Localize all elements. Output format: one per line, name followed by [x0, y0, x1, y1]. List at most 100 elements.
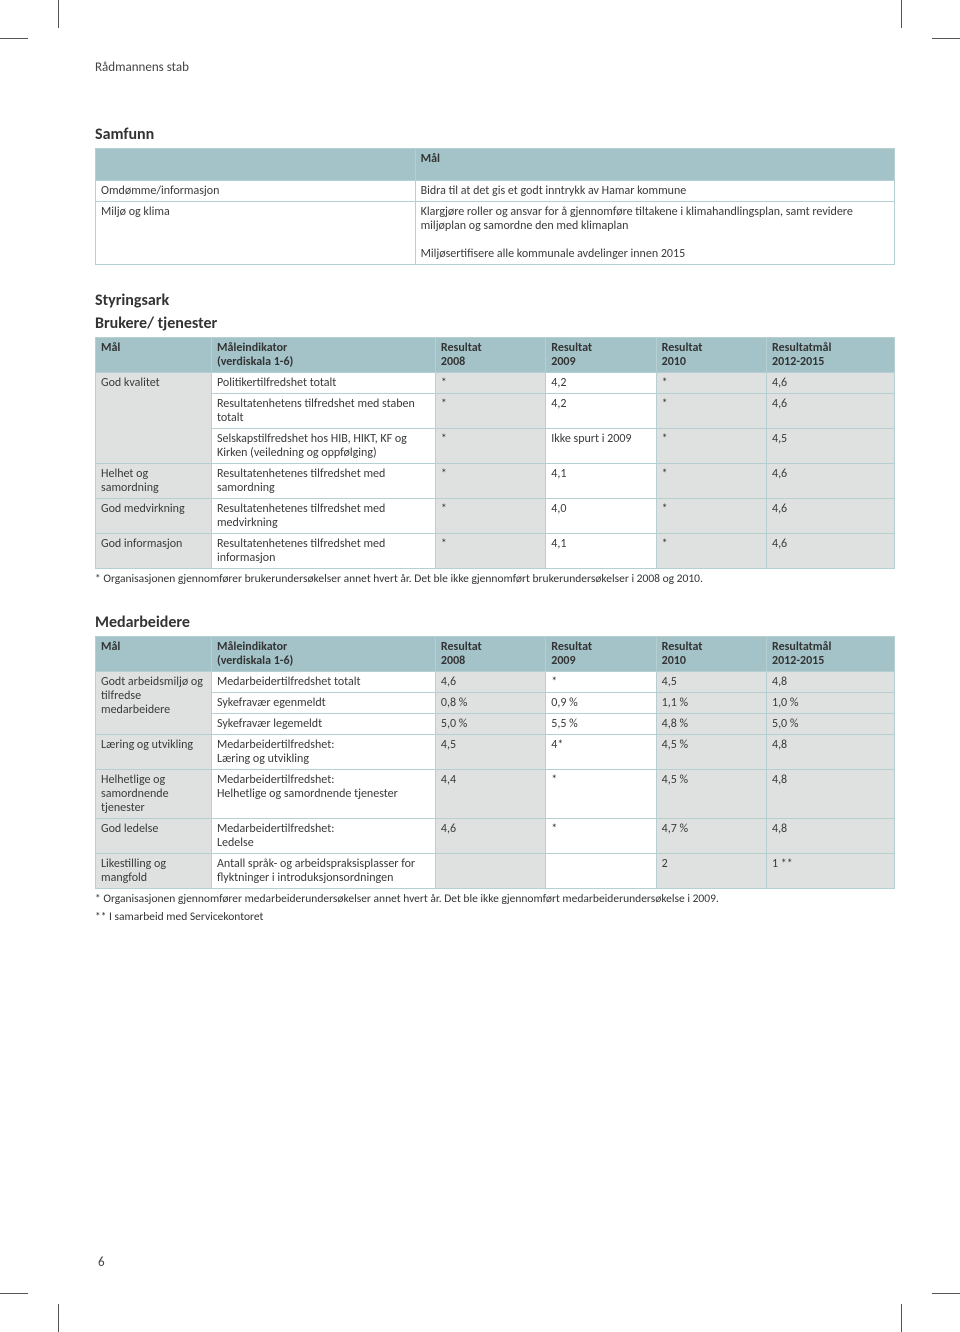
- row-mal-label: God informasjon: [96, 534, 212, 569]
- row-r2009: *: [546, 818, 656, 853]
- row-mal-label: Helhetlige og samordnende tjenester: [96, 769, 212, 818]
- row-r2010: *: [656, 464, 766, 499]
- row-r2009: 4,0: [546, 499, 656, 534]
- table-header-row: Mål Måleindikator(verdiskala 1-6) Result…: [96, 338, 895, 373]
- medarbeidere-footnote-1: * Organisasjonen gjennomfører medarbeide…: [95, 892, 895, 907]
- row-r2008: *: [435, 394, 545, 429]
- table-header-row: Mål: [96, 149, 895, 181]
- row-r2009: *: [546, 769, 656, 818]
- row-r2009: Ikke spurt i 2009: [546, 429, 656, 464]
- row-indikator: Selskapstilfredshet hos HIB, HIKT, KF og…: [211, 429, 435, 464]
- samfunn-table: Mål Omdømme/informasjonBidra til at det …: [95, 148, 895, 265]
- row-rmal: 4,8: [766, 769, 894, 818]
- table-row: Selskapstilfredshet hos HIB, HIKT, KF og…: [96, 429, 895, 464]
- row-rmal: 4,6: [766, 464, 894, 499]
- row-mal-label: God kvalitet: [96, 373, 212, 464]
- row-r2010: *: [656, 394, 766, 429]
- row-r2008: 5,0 %: [435, 713, 545, 734]
- table-row: Helhet og samordningResultatenhetenes ti…: [96, 464, 895, 499]
- row-r2008: *: [435, 429, 545, 464]
- row-r2009: *: [546, 671, 656, 692]
- row-indikator: Resultatenhetens tilfredshet med staben …: [211, 394, 435, 429]
- row-r2010: 4,8 %: [656, 713, 766, 734]
- section-header: Rådmannens stab: [95, 60, 895, 75]
- col-2009: Resultat2009: [546, 636, 656, 671]
- row-mal-label: God ledelse: [96, 818, 212, 853]
- table-row: God ledelseMedarbeidertilfredshet:Ledels…: [96, 818, 895, 853]
- samfunn-title: Samfunn: [95, 125, 895, 144]
- col-2010: Resultat2010: [656, 338, 766, 373]
- row-r2008: 4,5: [435, 734, 545, 769]
- row-r2008: 4,4: [435, 769, 545, 818]
- table-row: Helhetlige og samordnende tjenesterMedar…: [96, 769, 895, 818]
- row-indikator: Medarbeidertilfredshet:Ledelse: [211, 818, 435, 853]
- row-rmal: 4,8: [766, 734, 894, 769]
- row-r2010: 4,5 %: [656, 734, 766, 769]
- table-row: Sykefravær legemeldt5,0 %5,5 %4,8 %5,0 %: [96, 713, 895, 734]
- row-mal: Klargjøre roller og ansvar for å gjennom…: [415, 202, 894, 265]
- row-indikator: Resultatenhetenes tilfredshet med samord…: [211, 464, 435, 499]
- row-r2010: 4,7 %: [656, 818, 766, 853]
- row-mal-label: Helhet og samordning: [96, 464, 212, 499]
- row-r2008: *: [435, 534, 545, 569]
- row-r2009: 4,1: [546, 534, 656, 569]
- row-indikator: Resultatenhetenes tilfredshet med inform…: [211, 534, 435, 569]
- row-r2009: 5,5 %: [546, 713, 656, 734]
- col-mal: Mål: [96, 636, 212, 671]
- row-rmal: 1 **: [766, 853, 894, 888]
- row-rmal: 4,5: [766, 429, 894, 464]
- row-indikator: Resultatenhetenes tilfredshet med medvir…: [211, 499, 435, 534]
- row-r2009: 4*: [546, 734, 656, 769]
- row-r2010: *: [656, 373, 766, 394]
- row-rmal: 4,8: [766, 671, 894, 692]
- medarbeidere-table: Mål Måleindikator(verdiskala 1-6) Result…: [95, 636, 895, 889]
- row-r2009: 4,2: [546, 373, 656, 394]
- row-mal-label: Likestilling og mangfold: [96, 853, 212, 888]
- row-r2010: 4,5: [656, 671, 766, 692]
- row-rmal: 4,6: [766, 534, 894, 569]
- row-label: Miljø og klima: [96, 202, 416, 265]
- row-mal-label: God medvirkning: [96, 499, 212, 534]
- col-2008: Resultat2008: [435, 338, 545, 373]
- row-rmal: 5,0 %: [766, 713, 894, 734]
- row-rmal: 4,8: [766, 818, 894, 853]
- col-mal: Mål: [415, 149, 894, 181]
- styringsark-title: Styringsark: [95, 291, 895, 310]
- col-rmal: Resultatmål2012-2015: [766, 338, 894, 373]
- table-row: Resultatenhetens tilfredshet med staben …: [96, 394, 895, 429]
- table-row: Godt arbeidsmiljø og tilfredse medarbeid…: [96, 671, 895, 692]
- row-indikator: Sykefravær egenmeldt: [211, 692, 435, 713]
- table-row: God informasjonResultatenhetenes tilfred…: [96, 534, 895, 569]
- table-row: God medvirkningResultatenhetenes tilfred…: [96, 499, 895, 534]
- col-2008: Resultat2008: [435, 636, 545, 671]
- row-r2009: [546, 853, 656, 888]
- table-row: Omdømme/informasjonBidra til at det gis …: [96, 181, 895, 202]
- page-number: 6: [98, 1255, 105, 1270]
- row-indikator: Medarbeidertilfredshet:Læring og utvikli…: [211, 734, 435, 769]
- row-indikator: Antall språk- og arbeidspraksisplasser f…: [211, 853, 435, 888]
- col-blank: [96, 149, 416, 181]
- row-r2010: 2: [656, 853, 766, 888]
- row-rmal: 1,0 %: [766, 692, 894, 713]
- row-r2008: 0,8 %: [435, 692, 545, 713]
- row-r2010: 1,1 %: [656, 692, 766, 713]
- table-row: Sykefravær egenmeldt0,8 %0,9 %1,1 %1,0 %: [96, 692, 895, 713]
- row-indikator: Medarbeidertilfredshet:Helhetlige og sam…: [211, 769, 435, 818]
- medarbeidere-footnote-2: ** I samarbeid med Servicekontoret: [95, 910, 895, 925]
- table-header-row: Mål Måleindikator(verdiskala 1-6) Result…: [96, 636, 895, 671]
- row-r2010: 4,5 %: [656, 769, 766, 818]
- row-rmal: 4,6: [766, 373, 894, 394]
- row-indikator: Politikertilfredshet totalt: [211, 373, 435, 394]
- row-indikator: Medarbeidertilfredshet totalt: [211, 671, 435, 692]
- table-row: God kvalitetPolitikertilfredshet totalt*…: [96, 373, 895, 394]
- row-r2008: 4,6: [435, 671, 545, 692]
- row-r2008: *: [435, 373, 545, 394]
- row-r2008: *: [435, 464, 545, 499]
- col-mal: Mål: [96, 338, 212, 373]
- row-r2009: 0,9 %: [546, 692, 656, 713]
- col-2010: Resultat2010: [656, 636, 766, 671]
- row-label: Omdømme/informasjon: [96, 181, 416, 202]
- brukere-table: Mål Måleindikator(verdiskala 1-6) Result…: [95, 337, 895, 569]
- row-mal-label: Læring og utvikling: [96, 734, 212, 769]
- row-r2009: 4,2: [546, 394, 656, 429]
